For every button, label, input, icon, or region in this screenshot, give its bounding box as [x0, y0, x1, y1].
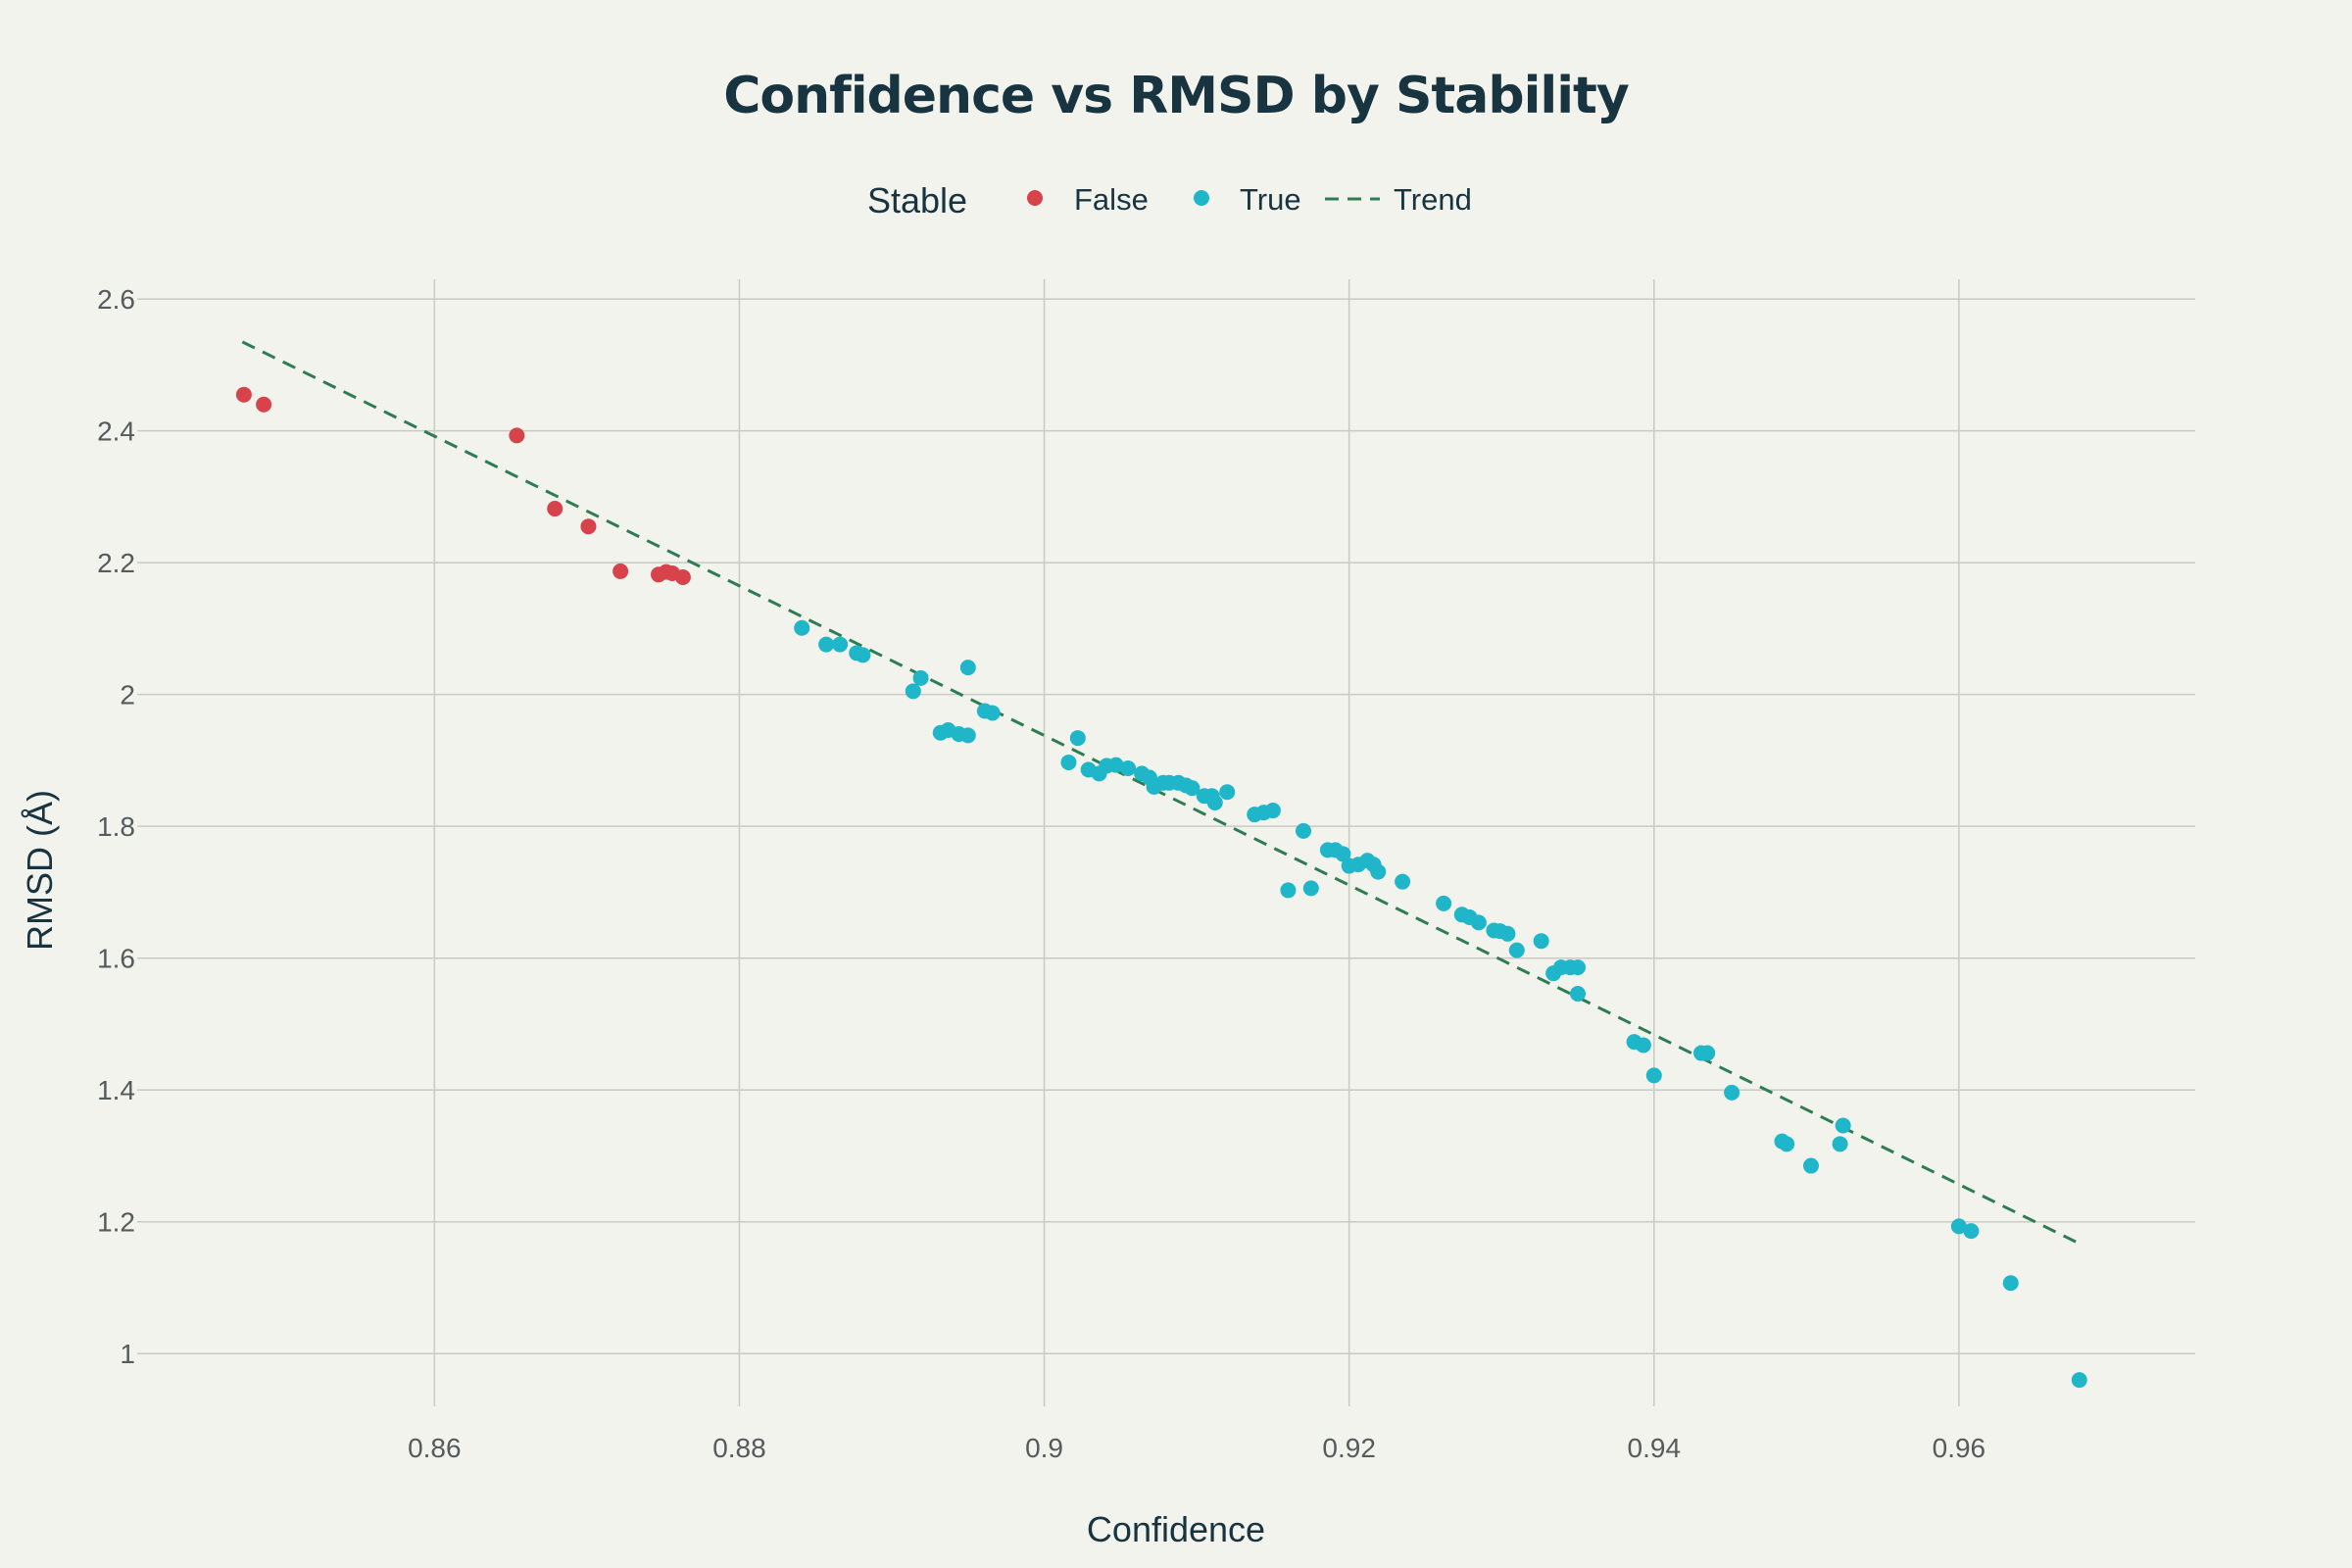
data-point-true[interactable]: [1335, 846, 1351, 862]
y-axis-title: RMSD (Å): [20, 790, 60, 951]
legend-true-marker: [1194, 190, 1209, 206]
data-point-true[interactable]: [905, 683, 921, 700]
legend-false-marker: [1027, 190, 1043, 206]
y-tick-label: 2.4: [97, 416, 135, 447]
data-point-true[interactable]: [1264, 803, 1281, 819]
x-tick-label: 0.92: [1322, 1433, 1376, 1463]
legend-item-true[interactable]: True: [1194, 182, 1301, 217]
series-true: [794, 619, 2087, 1389]
data-point-true[interactable]: [1803, 1157, 1819, 1174]
x-axis-title: Confidence: [1087, 1509, 1265, 1549]
x-tick-label: 0.94: [1628, 1433, 1682, 1463]
data-point-true[interactable]: [1395, 873, 1411, 890]
data-point-true[interactable]: [1107, 757, 1124, 773]
data-point-true[interactable]: [818, 636, 835, 653]
x-tick-label: 0.88: [712, 1433, 766, 1463]
legend-item-trend[interactable]: Trend: [1325, 182, 1472, 217]
data-point-false[interactable]: [547, 501, 564, 517]
x-tick-label: 0.86: [408, 1433, 462, 1463]
data-point-true[interactable]: [1779, 1136, 1795, 1152]
data-point-false[interactable]: [235, 386, 252, 403]
data-point-true[interactable]: [1060, 754, 1077, 770]
y-tick-label: 1.2: [97, 1207, 135, 1238]
data-point-true[interactable]: [832, 636, 849, 653]
data-point-true[interactable]: [1069, 730, 1086, 747]
data-point-true[interactable]: [1302, 880, 1319, 897]
data-point-true[interactable]: [1835, 1117, 1851, 1134]
y-tick-label: 1.4: [97, 1075, 135, 1105]
y-tick-label: 2.2: [97, 548, 135, 578]
data-point-true[interactable]: [912, 669, 929, 686]
y-tick-label: 2.6: [97, 284, 135, 315]
y-tick-label: 2: [120, 680, 135, 710]
trend-layer: [241, 340, 2081, 1246]
y-tick-label: 1.6: [97, 944, 135, 974]
x-tick-label: 0.9: [1025, 1433, 1063, 1463]
data-point-true[interactable]: [1370, 863, 1387, 880]
data-point-true[interactable]: [1832, 1136, 1848, 1152]
x-tick-label: 0.96: [1933, 1433, 1986, 1463]
data-point-true[interactable]: [1206, 794, 1223, 810]
data-point-true[interactable]: [794, 619, 810, 636]
data-point-true[interactable]: [1280, 882, 1297, 899]
data-point-true[interactable]: [1963, 1223, 1980, 1240]
legend-trend-label: Trend: [1394, 182, 1472, 217]
y-gridlines: [137, 298, 2195, 1354]
data-point-true[interactable]: [1436, 895, 1452, 911]
chart-title: Confidence vs RMSD by Stability: [723, 67, 1629, 125]
data-point-false[interactable]: [509, 427, 525, 444]
points-layer: [235, 386, 2087, 1389]
series-false: [235, 386, 691, 585]
data-point-false[interactable]: [612, 563, 629, 579]
data-point-false[interactable]: [674, 568, 691, 585]
data-point-true[interactable]: [1635, 1037, 1651, 1054]
data-point-true[interactable]: [1645, 1067, 1662, 1084]
data-point-true[interactable]: [1950, 1218, 1967, 1235]
data-point-true[interactable]: [1184, 780, 1200, 797]
data-point-true[interactable]: [855, 647, 871, 663]
data-point-true[interactable]: [1296, 822, 1311, 839]
data-point-true[interactable]: [1499, 925, 1516, 942]
data-point-true[interactable]: [1470, 914, 1487, 931]
data-point-true[interactable]: [1570, 986, 1586, 1003]
y-tick-label: 1.8: [97, 811, 135, 842]
data-point-true[interactable]: [1533, 933, 1549, 950]
data-point-true[interactable]: [2071, 1372, 2087, 1389]
x-gridlines: [433, 279, 1960, 1406]
legend-title: Stable: [867, 180, 967, 220]
data-point-true[interactable]: [1699, 1045, 1716, 1061]
legend-false-label: False: [1074, 182, 1149, 217]
data-point-true[interactable]: [984, 705, 1001, 721]
legend-true-label: True: [1240, 182, 1301, 217]
trend-line: [241, 340, 2081, 1246]
legend-item-false[interactable]: False: [1027, 182, 1149, 217]
data-point-true[interactable]: [1219, 784, 1236, 801]
data-point-true[interactable]: [959, 660, 976, 676]
data-point-true[interactable]: [1570, 959, 1586, 976]
y-tick-labels: 1 1.2 1.4 1.6 1.8 2 2.2 2.4 2.6: [97, 284, 135, 1369]
y-tick-label: 1: [120, 1339, 135, 1369]
data-point-true[interactable]: [1724, 1084, 1740, 1101]
data-point-false[interactable]: [256, 396, 272, 413]
legend: Stable False True Trend: [867, 180, 1472, 220]
data-point-true[interactable]: [2002, 1275, 2019, 1292]
x-tick-labels: 0.86 0.88 0.9 0.92 0.94 0.96: [408, 1433, 1985, 1463]
data-point-true[interactable]: [959, 727, 976, 744]
data-point-true[interactable]: [1508, 942, 1525, 958]
data-point-false[interactable]: [580, 518, 597, 535]
data-point-true[interactable]: [1120, 760, 1137, 777]
